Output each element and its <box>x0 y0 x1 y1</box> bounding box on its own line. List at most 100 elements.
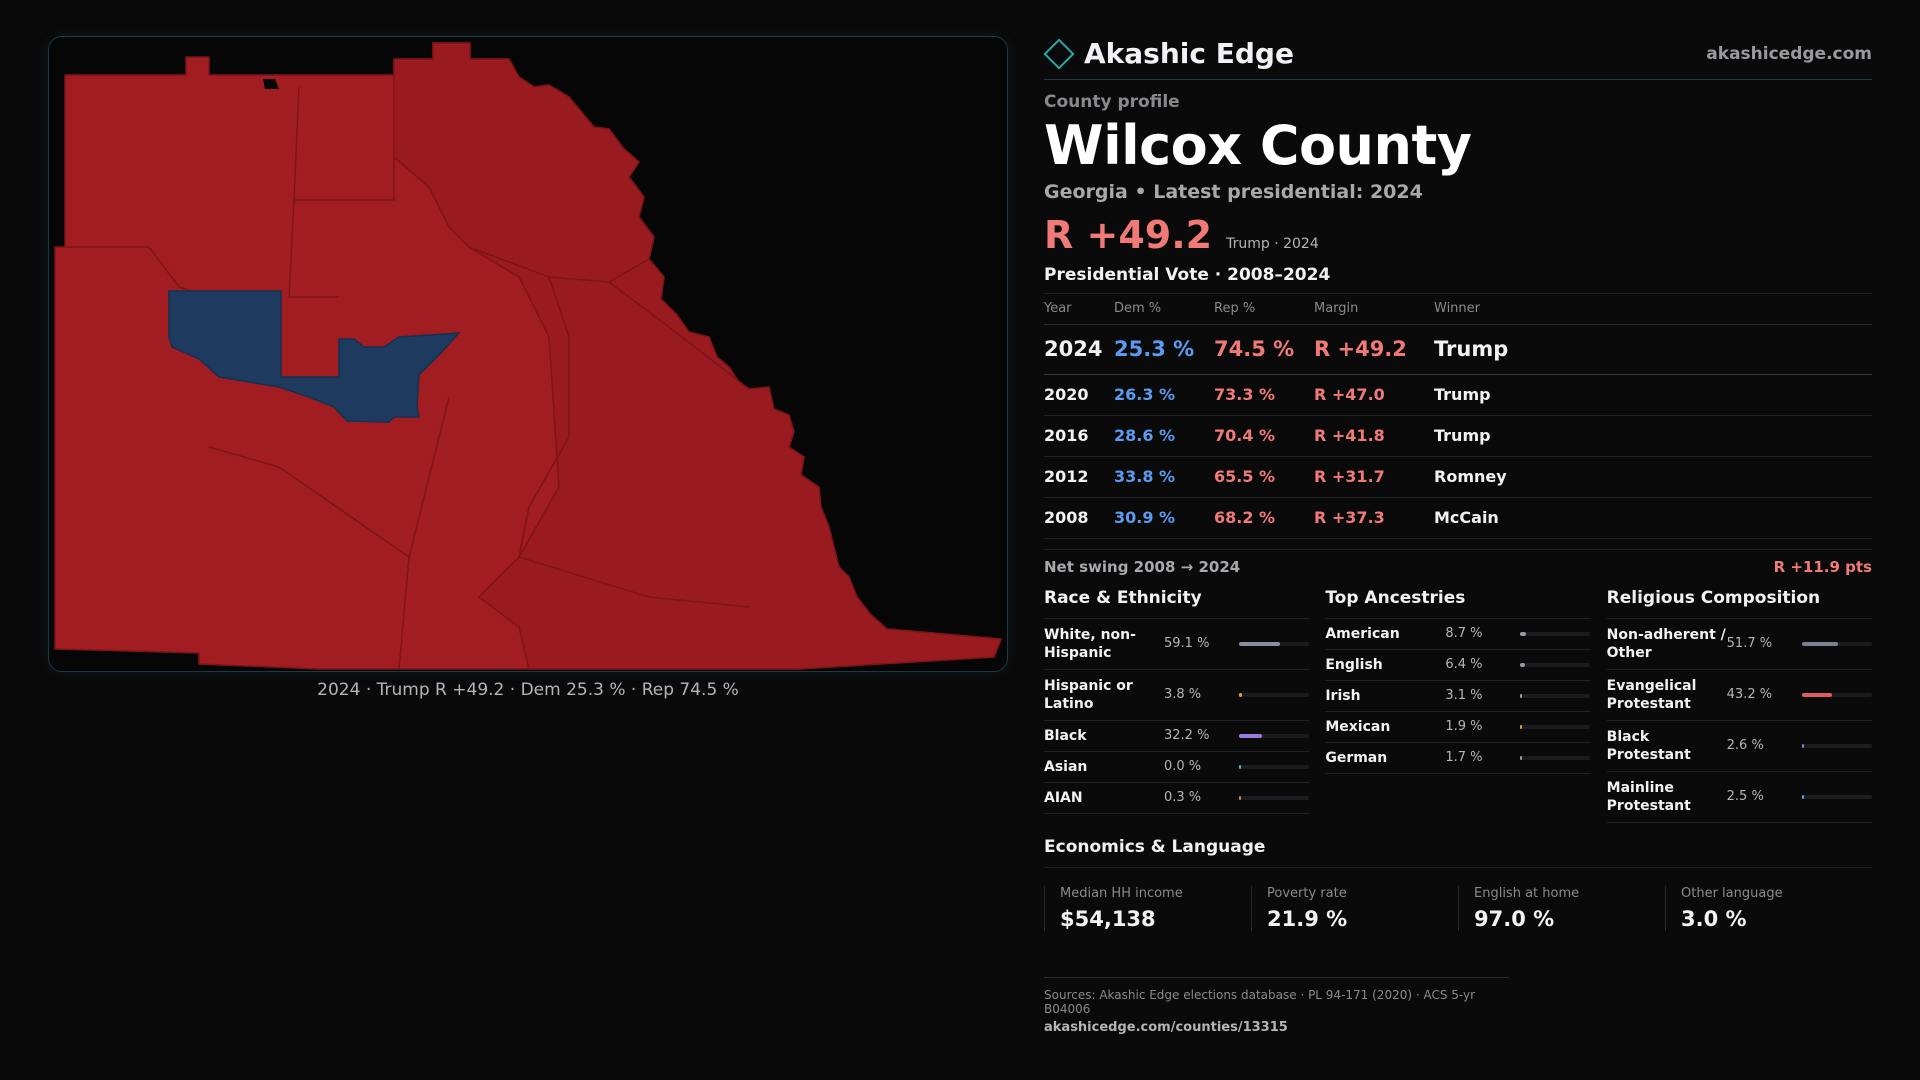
stat-bar-fill <box>1520 724 1523 729</box>
source-url-link[interactable]: akashicedge.com/counties/13315 <box>1044 1019 1288 1035</box>
row-dem: 33.8 % <box>1114 456 1214 498</box>
sources: Sources: Akashic Edge elections database… <box>1044 976 1509 1035</box>
page-title: Wilcox County <box>1044 114 1472 177</box>
diamond-logo-icon <box>1043 37 1075 70</box>
stat-bar-fill <box>1239 692 1242 697</box>
stat-row: Mainline Protestant 2.5 % <box>1606 772 1872 823</box>
stat-row: Black 32.2 % <box>1044 721 1310 752</box>
brand-name: Akashic Edge <box>1084 37 1294 70</box>
stat-name: Mexican <box>1325 718 1391 735</box>
stat-row: American 8.7 % <box>1325 619 1591 650</box>
region-northeast <box>393 42 1003 670</box>
race-title: Race & Ethnicity <box>1044 588 1310 619</box>
col-rep: Rep % <box>1214 294 1314 325</box>
table-row: 2012 33.8 % 65.5 % R +31.7 Romney <box>1044 456 1872 498</box>
row-winner: Romney <box>1434 456 1872 498</box>
stat-value: 0.3 % <box>1164 790 1202 805</box>
stat-name: Black Protestant <box>1606 728 1691 763</box>
swing-label: Net swing 2008 → 2024 <box>1044 557 1241 576</box>
page-subtitle: Georgia • Latest presidential: 2024 <box>1044 181 1423 203</box>
stat-bar <box>1239 795 1309 800</box>
row-dem: 30.9 % <box>1114 497 1214 539</box>
stat-bar-fill <box>1520 693 1523 698</box>
economics-title: Economics & Language <box>1044 837 1872 868</box>
stat-name: Hispanic or Latino <box>1044 677 1133 712</box>
row-rep: 65.5 % <box>1214 456 1314 498</box>
brand[interactable]: Akashic Edge <box>1043 37 1294 70</box>
table-row: 2024 25.3 % 74.5 % R +49.2 Trump <box>1044 324 1872 375</box>
stat-name: Black <box>1044 727 1087 744</box>
margin-value: R +49.2 <box>1044 213 1213 257</box>
economics-stats: Median HH income $54,138 Poverty rate 21… <box>1044 885 1872 931</box>
dem-precinct <box>168 290 461 423</box>
row-winner: Trump <box>1434 374 1872 416</box>
row-rep: 68.2 % <box>1214 497 1314 539</box>
stat-bar-fill <box>1239 764 1241 769</box>
row-margin: R +31.7 <box>1314 456 1434 498</box>
econ-label: English at home <box>1474 885 1580 901</box>
stat-value: 3.8 % <box>1164 687 1202 702</box>
stat-bar <box>1239 733 1309 738</box>
county-profile-panel: Akashic Edge akashicedge.com County prof… <box>1043 36 1872 1035</box>
stat-name: White, non-Hispanic <box>1044 626 1136 661</box>
row-year: 2024 <box>1044 324 1114 375</box>
stat-bar-fill <box>1520 631 1527 636</box>
row-winner: Trump <box>1434 415 1872 457</box>
econ-value: $54,138 <box>1060 906 1156 931</box>
econ-cell: Poverty rate 21.9 % <box>1251 885 1458 931</box>
stat-row: AIAN 0.3 % <box>1044 783 1310 814</box>
stat-name: Asian <box>1044 758 1088 775</box>
brand-url-link[interactable]: akashicedge.com <box>1706 43 1872 64</box>
stat-bar <box>1801 794 1872 799</box>
stat-bar <box>1239 764 1309 769</box>
county-map[interactable] <box>48 36 1008 672</box>
row-winner: McCain <box>1434 497 1872 539</box>
religion-column: Religious Composition Non-adherent / Oth… <box>1606 588 1872 823</box>
ancestry-column: Top Ancestries American 8.7 % English 6.… <box>1325 588 1591 823</box>
religion-title: Religious Composition <box>1606 588 1872 619</box>
stat-bar-fill <box>1801 794 1804 799</box>
row-year: 2020 <box>1044 374 1114 416</box>
stat-value: 2.5 % <box>1726 789 1764 804</box>
stat-bar <box>1520 662 1591 667</box>
stat-row: Black Protestant 2.6 % <box>1606 721 1872 772</box>
stat-bar <box>1801 692 1872 697</box>
stat-bar-fill <box>1239 733 1262 738</box>
econ-cell: Median HH income $54,138 <box>1044 885 1251 931</box>
vote-table-header: Year Dem % Rep % Margin Winner <box>1044 294 1872 325</box>
row-winner: Trump <box>1434 324 1872 375</box>
row-margin: R +37.3 <box>1314 497 1434 539</box>
stat-row: Asian 0.0 % <box>1044 752 1310 783</box>
row-margin: R +49.2 <box>1314 324 1434 375</box>
table-row: 2008 30.9 % 68.2 % R +37.3 McCain <box>1044 497 1872 539</box>
col-winner: Winner <box>1434 294 1872 325</box>
headline-margin: R +49.2 Trump · 2024 <box>1044 213 1872 257</box>
stat-bar <box>1520 693 1591 698</box>
stat-value: 43.2 % <box>1726 687 1773 702</box>
stat-name: Irish <box>1325 687 1361 704</box>
econ-value: 97.0 % <box>1474 906 1555 931</box>
row-rep: 74.5 % <box>1214 324 1314 375</box>
swing-value: R +11.9 pts <box>1773 557 1872 576</box>
stat-row: Evangelical Protestant 43.2 % <box>1606 670 1872 721</box>
stat-value: 0.0 % <box>1164 759 1202 774</box>
stat-value: 3.1 % <box>1445 688 1483 703</box>
econ-label: Poverty rate <box>1267 885 1347 901</box>
stat-row: Hispanic or Latino 3.8 % <box>1044 670 1310 721</box>
stat-bar-fill <box>1520 755 1523 760</box>
stat-row: English 6.4 % <box>1325 650 1591 681</box>
stat-bar <box>1239 641 1309 646</box>
econ-cell: Other language 3.0 % <box>1665 885 1872 931</box>
stat-bar-fill <box>1239 641 1281 646</box>
row-year: 2008 <box>1044 497 1114 539</box>
race-column: Race & Ethnicity White, non-Hispanic 59.… <box>1044 588 1310 823</box>
row-margin: R +47.0 <box>1314 374 1434 416</box>
page-kicker: County profile <box>1044 92 1180 112</box>
stat-row: German 1.7 % <box>1325 743 1591 774</box>
stat-row: Irish 3.1 % <box>1325 681 1591 712</box>
stat-name: American <box>1325 625 1400 642</box>
precinct-lines <box>55 86 750 670</box>
stat-value: 1.9 % <box>1445 719 1483 734</box>
col-dem: Dem % <box>1114 294 1214 325</box>
col-margin: Margin <box>1314 294 1434 325</box>
